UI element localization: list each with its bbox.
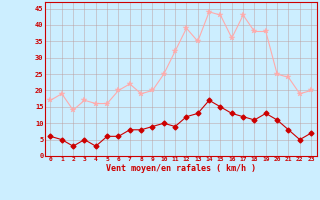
X-axis label: Vent moyen/en rafales ( km/h ): Vent moyen/en rafales ( km/h ) (106, 164, 256, 173)
